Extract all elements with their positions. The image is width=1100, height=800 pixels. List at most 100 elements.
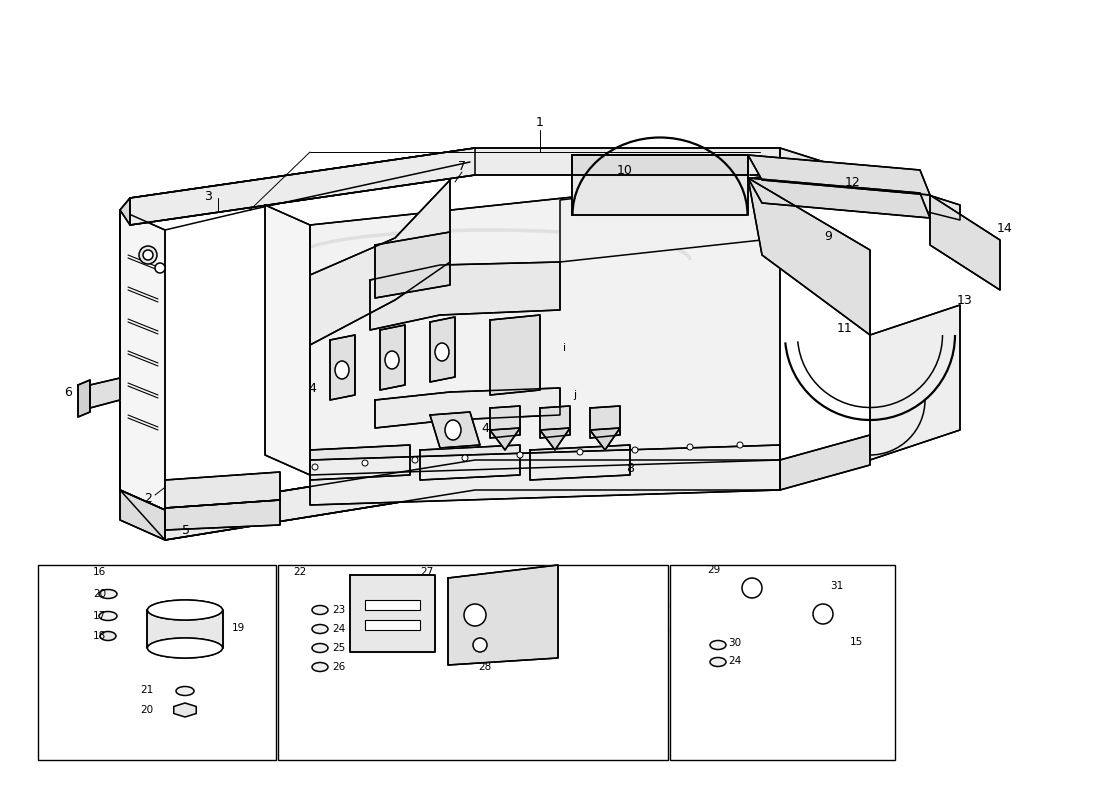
Circle shape xyxy=(578,449,583,455)
Text: 31: 31 xyxy=(830,581,844,591)
Text: 14: 14 xyxy=(997,222,1013,234)
Text: 10: 10 xyxy=(617,163,632,177)
Polygon shape xyxy=(590,428,620,450)
Ellipse shape xyxy=(147,638,222,658)
Bar xyxy=(39,565,276,760)
Circle shape xyxy=(473,638,487,652)
Polygon shape xyxy=(490,428,520,450)
Ellipse shape xyxy=(99,590,117,598)
Polygon shape xyxy=(490,406,520,438)
Polygon shape xyxy=(310,445,780,505)
Polygon shape xyxy=(78,380,90,417)
Text: 26: 26 xyxy=(332,662,345,672)
Polygon shape xyxy=(350,575,434,652)
Polygon shape xyxy=(370,262,560,330)
Polygon shape xyxy=(90,378,120,408)
Circle shape xyxy=(517,452,522,458)
Text: eurospares: eurospares xyxy=(348,274,752,336)
Text: 8: 8 xyxy=(626,462,634,474)
Polygon shape xyxy=(165,460,780,540)
Polygon shape xyxy=(120,490,165,540)
Polygon shape xyxy=(448,565,558,665)
Polygon shape xyxy=(430,412,480,448)
Bar xyxy=(365,600,420,610)
Text: j: j xyxy=(573,390,576,400)
Polygon shape xyxy=(165,460,475,540)
Text: 22: 22 xyxy=(293,567,306,577)
Ellipse shape xyxy=(312,662,328,671)
Polygon shape xyxy=(748,178,870,335)
Polygon shape xyxy=(930,195,1000,290)
Polygon shape xyxy=(120,198,130,225)
Polygon shape xyxy=(530,445,630,480)
Text: 5: 5 xyxy=(182,523,190,537)
Polygon shape xyxy=(265,205,310,475)
Text: 1: 1 xyxy=(536,117,543,130)
Circle shape xyxy=(813,604,833,624)
Ellipse shape xyxy=(176,686,194,695)
Text: 25: 25 xyxy=(332,643,345,653)
Text: 23: 23 xyxy=(332,605,345,615)
Polygon shape xyxy=(375,232,450,298)
Text: i: i xyxy=(563,343,566,353)
Text: 29: 29 xyxy=(707,565,721,575)
Text: eurospares: eurospares xyxy=(348,614,752,676)
Polygon shape xyxy=(540,406,570,438)
Text: 19: 19 xyxy=(232,623,245,633)
Text: 7: 7 xyxy=(458,161,466,174)
Circle shape xyxy=(155,263,165,273)
Circle shape xyxy=(462,455,468,461)
Bar xyxy=(365,620,420,630)
Ellipse shape xyxy=(147,638,222,658)
Text: 12: 12 xyxy=(845,177,861,190)
Polygon shape xyxy=(310,445,410,480)
Bar xyxy=(670,565,895,760)
Text: 21: 21 xyxy=(140,685,153,695)
Ellipse shape xyxy=(147,600,222,620)
Circle shape xyxy=(362,460,369,466)
Ellipse shape xyxy=(710,658,726,666)
Polygon shape xyxy=(780,148,960,220)
Polygon shape xyxy=(165,472,280,508)
Polygon shape xyxy=(870,305,960,460)
Polygon shape xyxy=(375,388,560,428)
Text: 4: 4 xyxy=(481,422,488,434)
Ellipse shape xyxy=(99,611,117,621)
Polygon shape xyxy=(560,175,780,262)
Ellipse shape xyxy=(336,361,349,379)
Text: 30: 30 xyxy=(728,638,741,648)
Polygon shape xyxy=(379,325,405,390)
Circle shape xyxy=(737,442,742,448)
Text: 16: 16 xyxy=(94,567,107,577)
Ellipse shape xyxy=(385,351,399,369)
Ellipse shape xyxy=(100,631,116,641)
Text: 3: 3 xyxy=(205,190,212,202)
Polygon shape xyxy=(130,148,780,225)
Text: 13: 13 xyxy=(957,294,972,306)
Ellipse shape xyxy=(312,643,328,653)
Circle shape xyxy=(742,578,762,598)
Polygon shape xyxy=(165,500,280,530)
Ellipse shape xyxy=(312,625,328,634)
Ellipse shape xyxy=(710,641,726,650)
Polygon shape xyxy=(780,435,870,490)
Text: 24: 24 xyxy=(728,656,741,666)
Text: 24: 24 xyxy=(332,624,345,634)
Circle shape xyxy=(412,457,418,463)
Polygon shape xyxy=(147,610,223,648)
Polygon shape xyxy=(120,210,165,510)
Polygon shape xyxy=(420,445,520,480)
Polygon shape xyxy=(310,180,450,345)
Polygon shape xyxy=(572,155,748,215)
Text: 2: 2 xyxy=(144,491,152,505)
Circle shape xyxy=(312,464,318,470)
Text: 6: 6 xyxy=(64,386,72,399)
Circle shape xyxy=(632,447,638,453)
Polygon shape xyxy=(490,315,540,395)
Ellipse shape xyxy=(312,606,328,614)
Polygon shape xyxy=(130,148,475,225)
Text: 20: 20 xyxy=(94,589,106,599)
Text: 27: 27 xyxy=(420,567,433,577)
Polygon shape xyxy=(572,155,748,175)
Text: 18: 18 xyxy=(94,631,107,641)
